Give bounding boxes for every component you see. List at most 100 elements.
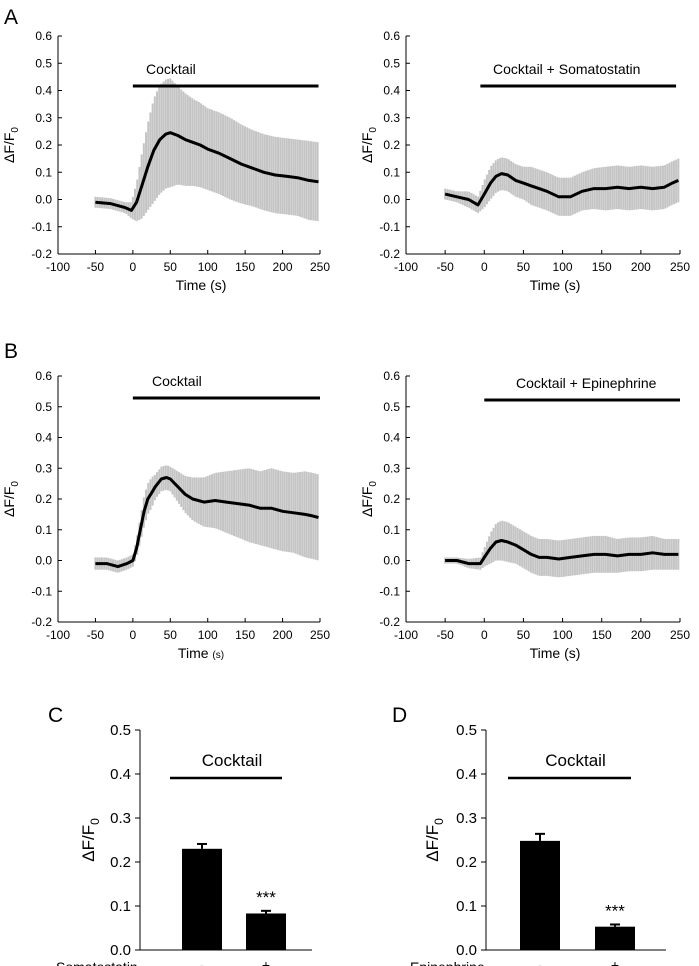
y-tick-label: 0.2 xyxy=(35,492,52,506)
significance-label: *** xyxy=(256,888,276,907)
x-tick-label: -50 xyxy=(87,260,105,274)
x-tick-label: 50 xyxy=(164,260,178,274)
y-tick-label: 0.0 xyxy=(35,554,52,568)
y-tick-label: 0.3 xyxy=(456,810,477,827)
y-tick-label: 0.6 xyxy=(35,29,52,43)
y-axis-label: ΔF/F0 xyxy=(423,818,446,862)
y-tick-label: 0.0 xyxy=(456,942,477,959)
bar xyxy=(182,848,222,950)
y-tick-label: 0.2 xyxy=(383,138,400,152)
x-axis-label: Time (s) xyxy=(530,277,581,293)
y-axis-label: ΔF/F0 xyxy=(1,127,21,163)
chart-title: Cocktail + Somatostatin xyxy=(493,61,640,77)
x-tick-label: 200 xyxy=(273,260,293,274)
y-tick-label: 0.1 xyxy=(383,165,400,179)
y-tick-label: 0.5 xyxy=(383,56,400,70)
y-axis-label: ΔF/F0 xyxy=(359,127,379,163)
chart-a-cocktail-somatostatin: -0.2 -0.1 0.0 0.1 0.2 0.3 0.4 0.5 0.6 -100 -50 0 50 1… xyxy=(359,29,690,293)
y-tick-label: 0.1 xyxy=(456,898,477,915)
bar xyxy=(520,840,560,950)
mean-trace-line xyxy=(445,539,679,566)
y-tick-label: 0.4 xyxy=(456,766,477,783)
panel-label-a: A xyxy=(4,6,18,29)
y-tick-label: 0.6 xyxy=(383,29,400,43)
x-tick-label: 0 xyxy=(481,260,488,274)
y-axis-label: ΔF/F0 xyxy=(79,818,102,862)
x-tick-label: -50 xyxy=(87,628,105,642)
x-tick-label: -100 xyxy=(46,628,70,642)
x-tick-label: 150 xyxy=(235,260,255,274)
y-tick-label: -0.1 xyxy=(379,220,400,234)
x-tick-label: 200 xyxy=(273,628,293,642)
y-axis-label: ΔF/F0 xyxy=(359,481,379,517)
y-tick-label: 0.5 xyxy=(35,400,52,414)
x-tick-label: -100 xyxy=(394,628,418,642)
y-tick-label: 0.2 xyxy=(110,854,131,871)
y-tick-label: 0.6 xyxy=(35,369,52,383)
x-tick-label: 100 xyxy=(553,260,573,274)
y-tick-label: 0.3 xyxy=(110,810,131,827)
y-tick-label: 0.0 xyxy=(383,554,400,568)
x-tick-label: 100 xyxy=(198,628,218,642)
category-label: + xyxy=(611,957,619,966)
y-tick-label: 0.5 xyxy=(35,56,52,70)
y-axis-label: ΔF/F0 xyxy=(1,481,21,517)
chart-title: Cocktail xyxy=(146,61,196,77)
y-tick-label: 0.5 xyxy=(110,722,131,739)
y-tick-label: 0.4 xyxy=(35,84,52,98)
x-tick-label: -50 xyxy=(436,260,454,274)
chart-b-cocktail: -0.2 -0.1 0.0 0.1 0.2 0.3 0.4 0.5 0.6 -100 -50 0 50 1… xyxy=(1,369,330,661)
y-tick-label: 0.4 xyxy=(383,431,400,445)
y-tick-label: 0.1 xyxy=(35,523,52,537)
chart-title: Cocktail xyxy=(202,751,262,770)
y-tick-label: 0.1 xyxy=(35,165,52,179)
chart-b-cocktail-epinephrine: -0.2 -0.1 0.0 0.1 0.2 0.3 0.4 0.5 0.6 -100 -50 0 50 1… xyxy=(359,369,690,661)
y-tick-label: 0.2 xyxy=(35,138,52,152)
x-tick-label: 150 xyxy=(592,260,612,274)
mean-trace-line xyxy=(95,476,319,569)
y-tick-label: 0.5 xyxy=(383,400,400,414)
mean-trace-line xyxy=(95,131,319,212)
chart-d-bar: 0.0 0.1 0.2 0.3 0.4 0.5 - *** + Epinephrine ΔF/F0 C… xyxy=(410,722,666,966)
y-tick-label: -0.2 xyxy=(379,615,400,629)
significance-label: *** xyxy=(605,901,625,920)
chart-title: Cocktail xyxy=(545,751,605,770)
chart-a-cocktail: -0.2 -0.1 0.0 0.1 0.2 0.3 0.4 0.5 0.6 -100 -50 0 50 1… xyxy=(1,29,330,293)
panel-label-d: D xyxy=(392,704,407,727)
x-axis-label: Time (s) xyxy=(178,645,224,661)
category-label: + xyxy=(262,957,270,966)
x-tick-label: -50 xyxy=(436,628,454,642)
x-tick-label: 200 xyxy=(631,628,651,642)
row-label: Epinephrine xyxy=(410,959,485,966)
y-tick-label: 0.1 xyxy=(110,898,131,915)
y-tick-label: -0.1 xyxy=(379,584,400,598)
y-tick-label: 0.0 xyxy=(110,942,131,959)
y-tick-label: 0.4 xyxy=(110,766,131,783)
x-tick-label: 150 xyxy=(592,628,612,642)
y-tick-label: -0.2 xyxy=(379,247,400,261)
x-tick-label: 250 xyxy=(670,260,690,274)
x-axis-label: Time (s) xyxy=(176,277,227,293)
y-tick-label: 0.6 xyxy=(383,369,400,383)
y-tick-label: 0.0 xyxy=(35,193,52,207)
x-tick-label: 100 xyxy=(553,628,573,642)
x-axis-label: Time (s) xyxy=(530,645,581,661)
panel-label-b: B xyxy=(4,340,18,363)
y-tick-label: -0.1 xyxy=(31,220,52,234)
y-tick-label: -0.1 xyxy=(31,584,52,598)
chart-title: Cocktail + Epinephrine xyxy=(516,375,657,391)
y-tick-label: 0.3 xyxy=(383,461,400,475)
y-tick-label: 0.4 xyxy=(383,84,400,98)
mean-trace-line xyxy=(444,172,679,207)
y-tick-label: 0.3 xyxy=(35,461,52,475)
y-tick-label: 0.2 xyxy=(456,854,477,871)
x-tick-label: 50 xyxy=(517,628,531,642)
bar xyxy=(595,926,635,950)
x-tick-label: -100 xyxy=(394,260,418,274)
x-tick-label: 250 xyxy=(310,628,330,642)
row-label: Somatostatin xyxy=(56,959,138,966)
x-tick-label: -100 xyxy=(46,260,70,274)
x-tick-label: 250 xyxy=(670,628,690,642)
x-tick-label: 0 xyxy=(130,628,137,642)
